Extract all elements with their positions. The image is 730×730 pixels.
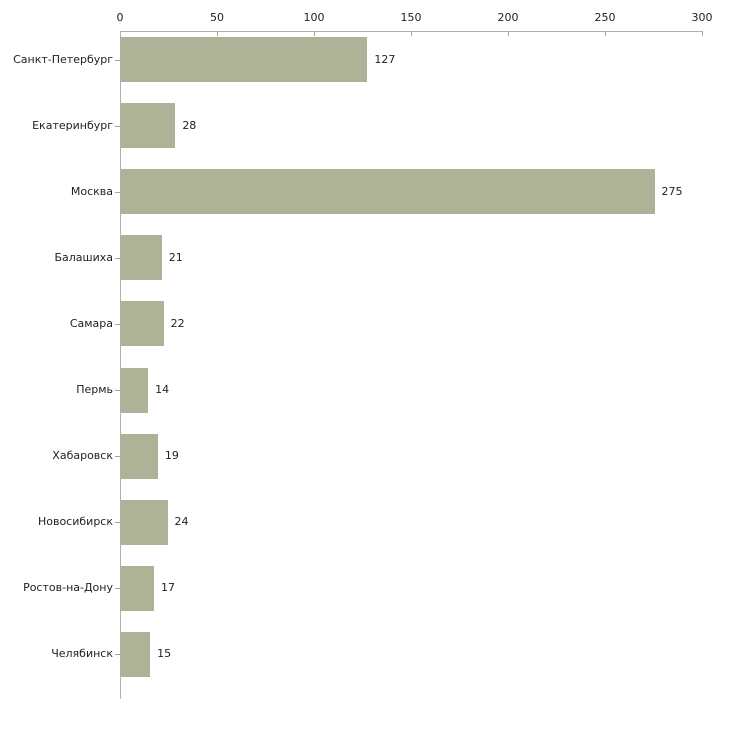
category-label: Пермь: [76, 383, 113, 396]
bar[interactable]: [121, 37, 368, 82]
bar-value-label: 15: [157, 647, 172, 661]
value-axis-tick-label: 100: [303, 11, 325, 24]
value-axis-tick-label: 300: [691, 11, 713, 24]
bar[interactable]: [121, 433, 158, 479]
category-label: Екатеринбург: [32, 118, 113, 132]
category-label: Санкт-Петербург: [13, 52, 113, 66]
value-axis-tick-label: 0: [116, 11, 124, 24]
value-axis-tick: [508, 31, 509, 36]
category-label: Челябинск: [51, 647, 113, 661]
bar[interactable]: [121, 499, 168, 545]
category-axis-tick: [115, 390, 120, 391]
value-axis-tick: [411, 31, 412, 36]
value-axis-tick: [217, 31, 218, 36]
bar-value-label: 21: [168, 250, 183, 264]
bar-value-label: 127: [374, 52, 396, 66]
bar[interactable]: [121, 103, 176, 149]
category-axis-line: [120, 31, 121, 699]
category-label: Хабаровск: [52, 449, 113, 463]
bar[interactable]: [121, 631, 151, 677]
value-axis-tick-label: 150: [400, 11, 422, 24]
category-axis-tick: [115, 654, 120, 656]
value-axis-tick-label: 50: [210, 11, 224, 24]
bar-value-label: 19: [164, 449, 179, 463]
category-label: Балашиха: [54, 250, 113, 264]
value-axis-tick: [702, 31, 703, 36]
bar[interactable]: [121, 367, 149, 413]
bar-value-label: 14: [155, 383, 170, 396]
category-label: Самара: [69, 316, 113, 330]
bar[interactable]: [121, 235, 162, 281]
value-axis-tick-label: 200: [497, 11, 519, 24]
bar[interactable]: [121, 169, 655, 215]
bar-value-label: 24: [174, 515, 189, 529]
bar[interactable]: [121, 301, 164, 347]
bar-value-label: 275: [661, 184, 683, 198]
value-axis-tick-label: 250: [594, 11, 616, 24]
category-label: Москва: [70, 184, 113, 198]
value-axis-tick: [314, 31, 315, 36]
bar-value-label: 22: [170, 316, 185, 330]
category-axis-tick: [115, 125, 120, 127]
category-axis-tick: [115, 191, 120, 193]
category-label: Ростов-на-Дону: [23, 581, 113, 595]
category-axis-tick: [115, 257, 120, 259]
category-axis-tick: [115, 456, 120, 458]
category-axis-tick: [115, 522, 120, 524]
category-axis-tick: [115, 59, 120, 61]
bar-value-label: 17: [160, 581, 175, 595]
value-axis-tick: [605, 31, 606, 36]
category-label: Новосибирск: [37, 515, 113, 529]
category-axis-tick: [115, 588, 120, 590]
bar-value-label: 28: [182, 118, 197, 132]
category-axis-tick: [115, 323, 120, 325]
bar[interactable]: [121, 565, 154, 611]
